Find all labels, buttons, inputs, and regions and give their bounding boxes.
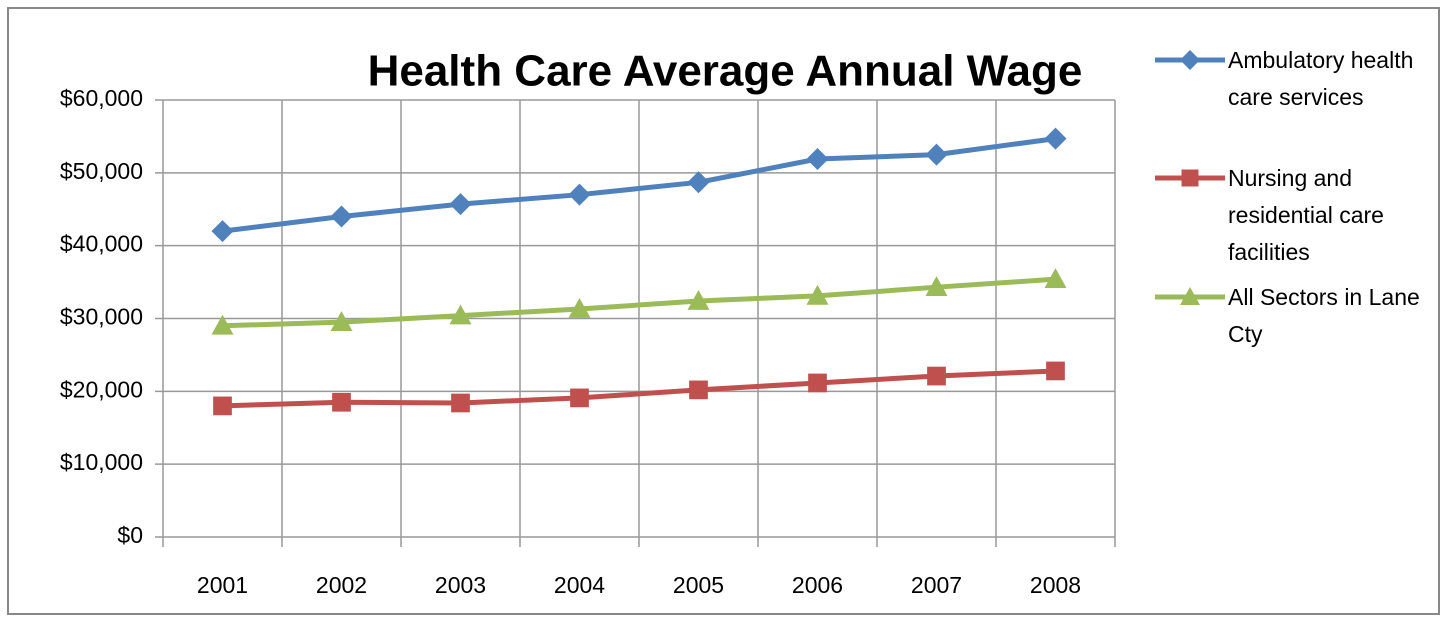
marker <box>1044 268 1067 288</box>
marker <box>330 205 353 228</box>
y-tick-label: $60,000 <box>60 85 143 111</box>
marker <box>451 393 470 413</box>
marker <box>1046 361 1065 381</box>
y-tick-label: $0 <box>117 522 143 548</box>
chart-title: Health Care Average Annual Wage <box>368 47 1083 96</box>
x-tick-label: 2005 <box>673 572 724 598</box>
marker <box>211 220 234 243</box>
series-line <box>222 368 1056 409</box>
series-line <box>222 136 1056 234</box>
marker <box>925 276 948 296</box>
marker <box>449 304 472 325</box>
marker <box>568 183 591 206</box>
marker <box>925 143 948 166</box>
x-tick-label: 2008 <box>1030 572 1081 598</box>
marker <box>1180 50 1200 70</box>
legend-label: Nursing and residential care facilities <box>1228 165 1384 265</box>
marker <box>806 147 829 170</box>
y-tick-label: $40,000 <box>60 231 143 257</box>
y-tick-label: $30,000 <box>60 304 143 330</box>
marker <box>330 311 353 331</box>
marker <box>211 314 234 335</box>
marker <box>808 373 827 393</box>
x-tick-label: 2006 <box>792 572 843 598</box>
marker <box>687 171 710 194</box>
x-tick-label: 2002 <box>316 572 367 598</box>
marker <box>806 284 829 305</box>
y-tick-label: $50,000 <box>60 158 143 184</box>
y-tick-label: $20,000 <box>60 376 143 402</box>
marker <box>1044 127 1067 150</box>
marker <box>449 193 472 216</box>
marker <box>689 380 708 400</box>
y-tick-label: $10,000 <box>60 449 143 475</box>
legend-label: Ambulatory health care services <box>1228 47 1414 110</box>
marker <box>570 388 589 408</box>
chart-border <box>7 7 1440 615</box>
marker <box>1180 287 1200 305</box>
marker <box>927 366 946 386</box>
series-line <box>222 276 1056 329</box>
marker <box>568 298 591 318</box>
marker <box>1181 169 1199 187</box>
legend-label: All Sectors in Lane Cty <box>1228 284 1420 347</box>
marker <box>332 392 351 412</box>
x-tick-label: 2001 <box>197 572 248 598</box>
marker <box>687 290 710 310</box>
x-tick-label: 2007 <box>911 572 962 598</box>
x-tick-label: 2004 <box>554 572 605 598</box>
x-tick-label: 2003 <box>435 572 486 598</box>
marker <box>213 396 232 416</box>
